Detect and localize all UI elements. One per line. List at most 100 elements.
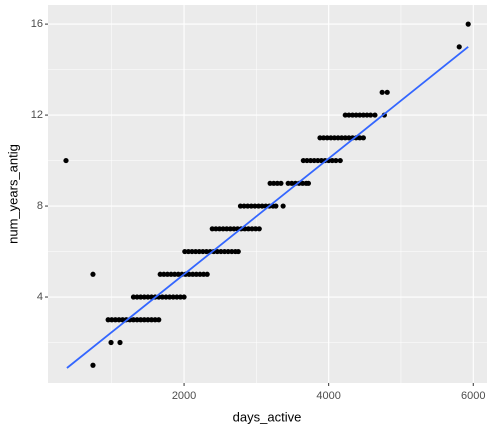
point	[245, 226, 252, 232]
point	[333, 157, 339, 164]
point	[245, 203, 251, 209]
point	[367, 112, 374, 118]
point	[224, 226, 230, 232]
point	[324, 135, 330, 141]
point	[90, 271, 96, 277]
point	[220, 226, 226, 232]
point	[200, 271, 207, 277]
point	[289, 180, 295, 186]
point	[138, 294, 144, 300]
point	[300, 157, 306, 164]
point	[357, 135, 363, 141]
point	[216, 226, 223, 232]
point	[134, 294, 140, 300]
point	[145, 294, 151, 300]
point	[108, 339, 114, 346]
y-tick-label: 16	[31, 18, 43, 30]
x-axis-title: days_active	[233, 409, 302, 424]
point	[161, 271, 167, 277]
point	[163, 294, 169, 300]
x-tick-label: 6000	[461, 390, 485, 402]
point	[253, 226, 259, 232]
point	[175, 271, 181, 277]
point	[342, 135, 348, 141]
point	[229, 248, 235, 255]
point	[109, 317, 115, 323]
point	[379, 89, 385, 95]
point	[364, 112, 370, 118]
point	[167, 294, 173, 300]
point	[300, 180, 306, 186]
point	[168, 271, 174, 277]
point	[145, 317, 151, 323]
y-tick-label: 4	[37, 291, 43, 303]
point	[170, 294, 176, 300]
point	[63, 157, 69, 164]
point	[90, 362, 96, 368]
point	[225, 248, 231, 255]
point	[360, 135, 366, 141]
point	[353, 112, 359, 118]
point	[237, 203, 244, 209]
point	[274, 180, 280, 186]
point	[384, 89, 390, 95]
point	[148, 317, 155, 323]
point	[203, 248, 210, 255]
point	[256, 226, 262, 232]
point	[317, 135, 323, 141]
point	[117, 339, 123, 346]
point	[221, 248, 228, 255]
point	[248, 203, 254, 209]
point	[159, 294, 165, 300]
point	[177, 294, 184, 300]
point	[120, 317, 126, 323]
point	[134, 317, 140, 323]
point	[193, 271, 199, 277]
point	[214, 248, 220, 255]
point	[328, 135, 334, 141]
point	[360, 112, 366, 118]
point	[311, 157, 317, 164]
point	[116, 317, 122, 323]
point	[235, 248, 241, 255]
point	[249, 226, 255, 232]
point	[315, 157, 321, 164]
point	[186, 271, 192, 277]
point	[321, 135, 327, 141]
x-tick-label: 4000	[316, 390, 340, 402]
point	[174, 294, 180, 300]
point	[357, 112, 363, 118]
point	[465, 21, 471, 27]
y-tick-label: 12	[31, 109, 43, 121]
point	[200, 248, 206, 255]
point	[156, 317, 162, 323]
grid	[48, 5, 487, 383]
point	[196, 248, 202, 255]
point	[197, 271, 203, 277]
point	[329, 157, 335, 164]
point	[241, 203, 247, 209]
point	[204, 271, 210, 277]
point	[141, 294, 147, 300]
point	[138, 317, 144, 323]
point	[112, 317, 118, 323]
point	[271, 180, 277, 186]
point	[273, 203, 279, 209]
point	[304, 157, 310, 164]
marks	[63, 21, 471, 369]
point	[130, 294, 137, 300]
point	[193, 248, 199, 255]
point	[285, 180, 291, 186]
point	[157, 271, 163, 277]
point	[185, 248, 192, 255]
panel	[48, 5, 487, 383]
point	[278, 180, 284, 186]
point	[105, 317, 111, 323]
point	[227, 226, 233, 232]
point	[252, 203, 258, 209]
point	[231, 226, 237, 232]
x-tick-label: 2000	[172, 390, 196, 402]
point	[213, 226, 219, 232]
point	[190, 271, 196, 277]
